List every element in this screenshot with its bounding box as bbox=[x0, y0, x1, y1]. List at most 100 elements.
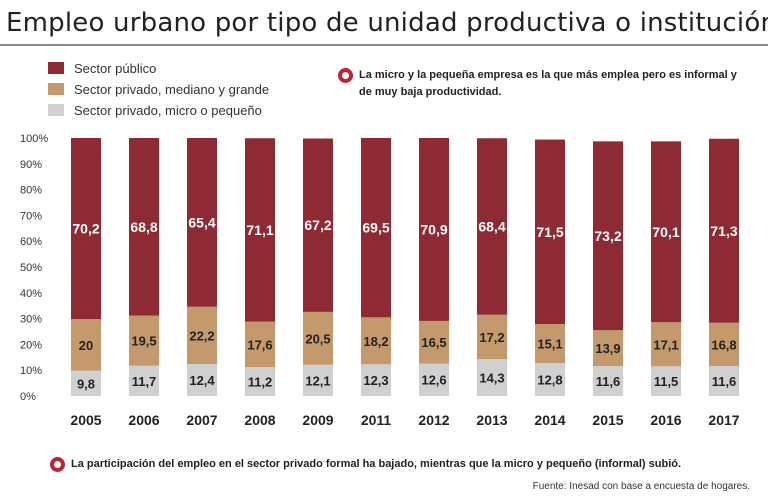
title-rule bbox=[0, 44, 768, 46]
legend-swatch-privado-micro bbox=[48, 104, 64, 116]
bar-publico bbox=[361, 138, 391, 318]
x-tick-label: 2013 bbox=[476, 412, 507, 428]
x-tick-label: 2015 bbox=[592, 412, 623, 428]
data-label-mediano: 20 bbox=[79, 338, 93, 353]
y-tick-label: 70% bbox=[20, 210, 42, 222]
note-top: La micro y la pequeña empresa es la que … bbox=[338, 67, 738, 101]
data-label-mediano: 18,2 bbox=[363, 334, 388, 349]
x-tick-label: 2017 bbox=[708, 412, 739, 428]
note-top-text: La micro y la pequeña empresa es la que … bbox=[359, 69, 737, 98]
y-tick-label: 0% bbox=[20, 391, 36, 403]
bar-micro bbox=[651, 366, 681, 396]
data-label-mediano: 22,2 bbox=[189, 328, 214, 343]
x-tick-label: 2012 bbox=[418, 412, 449, 428]
note-bottom: La participación del empleo en el sector… bbox=[50, 456, 750, 473]
bar-mediano bbox=[361, 317, 391, 365]
bar-micro bbox=[535, 362, 565, 396]
data-label-micro: 12,6 bbox=[421, 373, 446, 388]
legend-label-privado-mediano: Sector privado, mediano y grande bbox=[74, 81, 270, 97]
data-label-mediano: 17,2 bbox=[479, 330, 504, 345]
legend-label-privado-micro: Sector privado, micro o pequeño bbox=[74, 102, 262, 118]
data-label-mediano: 16,5 bbox=[421, 335, 446, 350]
data-label-publico: 70,9 bbox=[420, 221, 447, 237]
bar-micro bbox=[129, 365, 159, 396]
legend-item-sector-publico: Sector público bbox=[48, 58, 269, 78]
bar-publico bbox=[303, 138, 333, 312]
data-label-micro: 12,4 bbox=[189, 373, 215, 388]
data-label-publico: 71,3 bbox=[710, 223, 737, 239]
data-label-publico: 70,1 bbox=[652, 224, 679, 240]
data-label-publico: 69,5 bbox=[362, 220, 389, 236]
data-label-mediano: 16,8 bbox=[711, 337, 736, 352]
data-label-micro: 11,5 bbox=[654, 374, 679, 389]
y-tick-label: 60% bbox=[20, 236, 42, 248]
note-bottom-text: La participación del empleo en el sector… bbox=[71, 458, 682, 470]
source-note: Fuente: Inesad con base a encuesta de ho… bbox=[532, 481, 750, 492]
data-label-mediano: 20,5 bbox=[305, 331, 330, 346]
data-label-micro: 11,6 bbox=[596, 374, 621, 389]
y-tick-label: 30% bbox=[20, 314, 42, 326]
y-tick-label: 40% bbox=[20, 288, 42, 300]
bar-mediano bbox=[477, 314, 507, 360]
data-label-mediano: 17,1 bbox=[653, 337, 678, 352]
bar-micro bbox=[187, 364, 217, 396]
data-label-micro: 12,8 bbox=[537, 372, 562, 387]
data-label-mediano: 15,1 bbox=[537, 336, 562, 351]
x-tick-label: 2016 bbox=[650, 412, 681, 428]
y-tick-label: 90% bbox=[20, 159, 42, 171]
bar-publico bbox=[187, 138, 217, 307]
data-label-publico: 68,8 bbox=[130, 219, 157, 235]
x-tick-label: 2011 bbox=[361, 412, 392, 428]
bar-micro bbox=[245, 367, 275, 396]
legend-swatch-sector-publico bbox=[48, 62, 64, 74]
bar-micro bbox=[361, 364, 391, 396]
bar-mediano bbox=[535, 324, 565, 363]
data-label-micro: 11,7 bbox=[132, 374, 157, 389]
x-tick-label: 2014 bbox=[534, 412, 565, 428]
data-label-publico: 70,2 bbox=[72, 221, 99, 237]
chart-title: Empleo urbano por tipo de unidad product… bbox=[6, 8, 768, 38]
x-tick-label: 2005 bbox=[70, 412, 101, 428]
bar-mediano bbox=[709, 322, 739, 367]
bar-publico bbox=[129, 138, 159, 316]
bar-publico bbox=[535, 139, 565, 325]
bar-micro bbox=[71, 370, 101, 396]
bar-mediano bbox=[71, 319, 101, 371]
bar-publico bbox=[593, 141, 623, 331]
legend-swatch-privado-mediano bbox=[48, 83, 64, 95]
bar-mediano bbox=[303, 311, 333, 365]
data-label-micro: 14,3 bbox=[479, 371, 504, 386]
bar-publico bbox=[245, 138, 275, 322]
data-label-publico: 67,2 bbox=[304, 217, 331, 233]
legend-item-privado-micro: Sector privado, micro o pequeño bbox=[48, 100, 269, 120]
data-label-mediano: 13,9 bbox=[595, 341, 620, 356]
bar-publico bbox=[419, 138, 449, 321]
legend: Sector público Sector privado, mediano y… bbox=[48, 58, 269, 121]
y-tick-label: 10% bbox=[20, 365, 42, 377]
data-label-mediano: 19,5 bbox=[131, 334, 156, 349]
data-label-micro: 11,6 bbox=[712, 374, 737, 389]
bar-publico bbox=[71, 138, 101, 320]
data-label-micro: 12,1 bbox=[305, 373, 330, 388]
bar-mediano bbox=[593, 330, 623, 367]
legend-label-sector-publico: Sector público bbox=[74, 60, 157, 76]
legend-item-privado-mediano: Sector privado, mediano y grande bbox=[48, 79, 269, 99]
data-label-mediano: 17,6 bbox=[247, 337, 272, 352]
bar-mediano bbox=[419, 320, 449, 364]
y-tick-label: 100% bbox=[20, 133, 48, 145]
bar-mediano bbox=[245, 321, 275, 368]
data-label-publico: 65,4 bbox=[188, 214, 215, 230]
x-tick-label: 2007 bbox=[186, 412, 217, 428]
data-label-micro: 9,8 bbox=[77, 376, 95, 391]
data-label-publico: 68,4 bbox=[478, 218, 505, 234]
bar-mediano bbox=[129, 315, 159, 366]
y-tick-label: 50% bbox=[20, 262, 42, 274]
data-label-micro: 11,2 bbox=[248, 375, 273, 390]
bar-publico bbox=[477, 138, 507, 315]
x-tick-label: 2008 bbox=[244, 412, 275, 428]
data-label-publico: 71,1 bbox=[246, 222, 273, 238]
bar-micro bbox=[477, 359, 507, 396]
x-tick-label: 2006 bbox=[128, 412, 159, 428]
bullet-circle-icon bbox=[50, 457, 65, 472]
